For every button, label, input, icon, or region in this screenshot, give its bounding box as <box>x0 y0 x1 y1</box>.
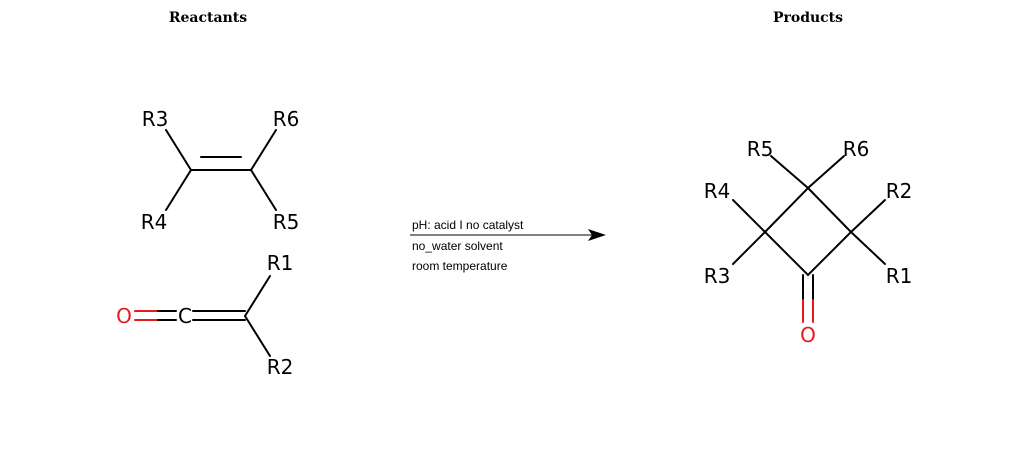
reactants-heading: Reactants <box>169 10 247 26</box>
bond-c-r3 <box>165 129 192 171</box>
condition-ph: pH: acid I no catalyst <box>412 218 524 232</box>
group-r4: R4 <box>141 210 168 234</box>
reaction-arrow-head <box>588 229 606 241</box>
bond-c-r4 <box>165 169 192 211</box>
group-r2: R2 <box>267 355 294 379</box>
bond-ring-r4 <box>732 199 766 233</box>
product-group-r1: R1 <box>886 264 913 288</box>
product-group-r6: R6 <box>843 137 870 161</box>
bond-ring-r1 <box>850 231 886 265</box>
condition-temperature: room temperature <box>412 259 508 273</box>
bond-ring-r5 <box>770 155 809 189</box>
bond-c-r2 <box>244 315 271 357</box>
alkene-molecule: R3 R6 R4 R5 <box>141 107 300 234</box>
bond-ring-r2 <box>850 199 886 233</box>
bond-ring-r6 <box>807 155 845 189</box>
group-r1: R1 <box>267 251 294 275</box>
product-group-r3: R3 <box>704 264 731 288</box>
cyclobutanone-molecule: R5 R6 R4 R2 R3 R1 O <box>704 137 913 347</box>
products-heading: Products <box>773 10 843 26</box>
product-group-r5: R5 <box>747 137 774 161</box>
ketene-oxygen-atom: O <box>116 304 132 328</box>
reaction-arrow-group: pH: acid I no catalyst no_water solvent … <box>410 218 606 273</box>
bond-c-r1 <box>244 275 271 317</box>
ketene-molecule: O C R1 R2 <box>116 251 293 379</box>
group-r6: R6 <box>273 107 300 131</box>
group-r5: R5 <box>273 210 300 234</box>
bond-c-r5 <box>250 169 277 211</box>
ketene-carbon-atom: C <box>178 304 192 328</box>
bond-c-r6 <box>250 129 277 171</box>
cyclobutane-ring <box>763 186 853 277</box>
bond-ring-r3 <box>732 231 766 265</box>
product-group-r4: R4 <box>704 179 731 203</box>
group-r3: R3 <box>142 107 169 131</box>
product-group-r2: R2 <box>886 179 913 203</box>
condition-solvent: no_water solvent <box>412 239 503 253</box>
carbonyl-oxygen-atom: O <box>800 323 816 347</box>
